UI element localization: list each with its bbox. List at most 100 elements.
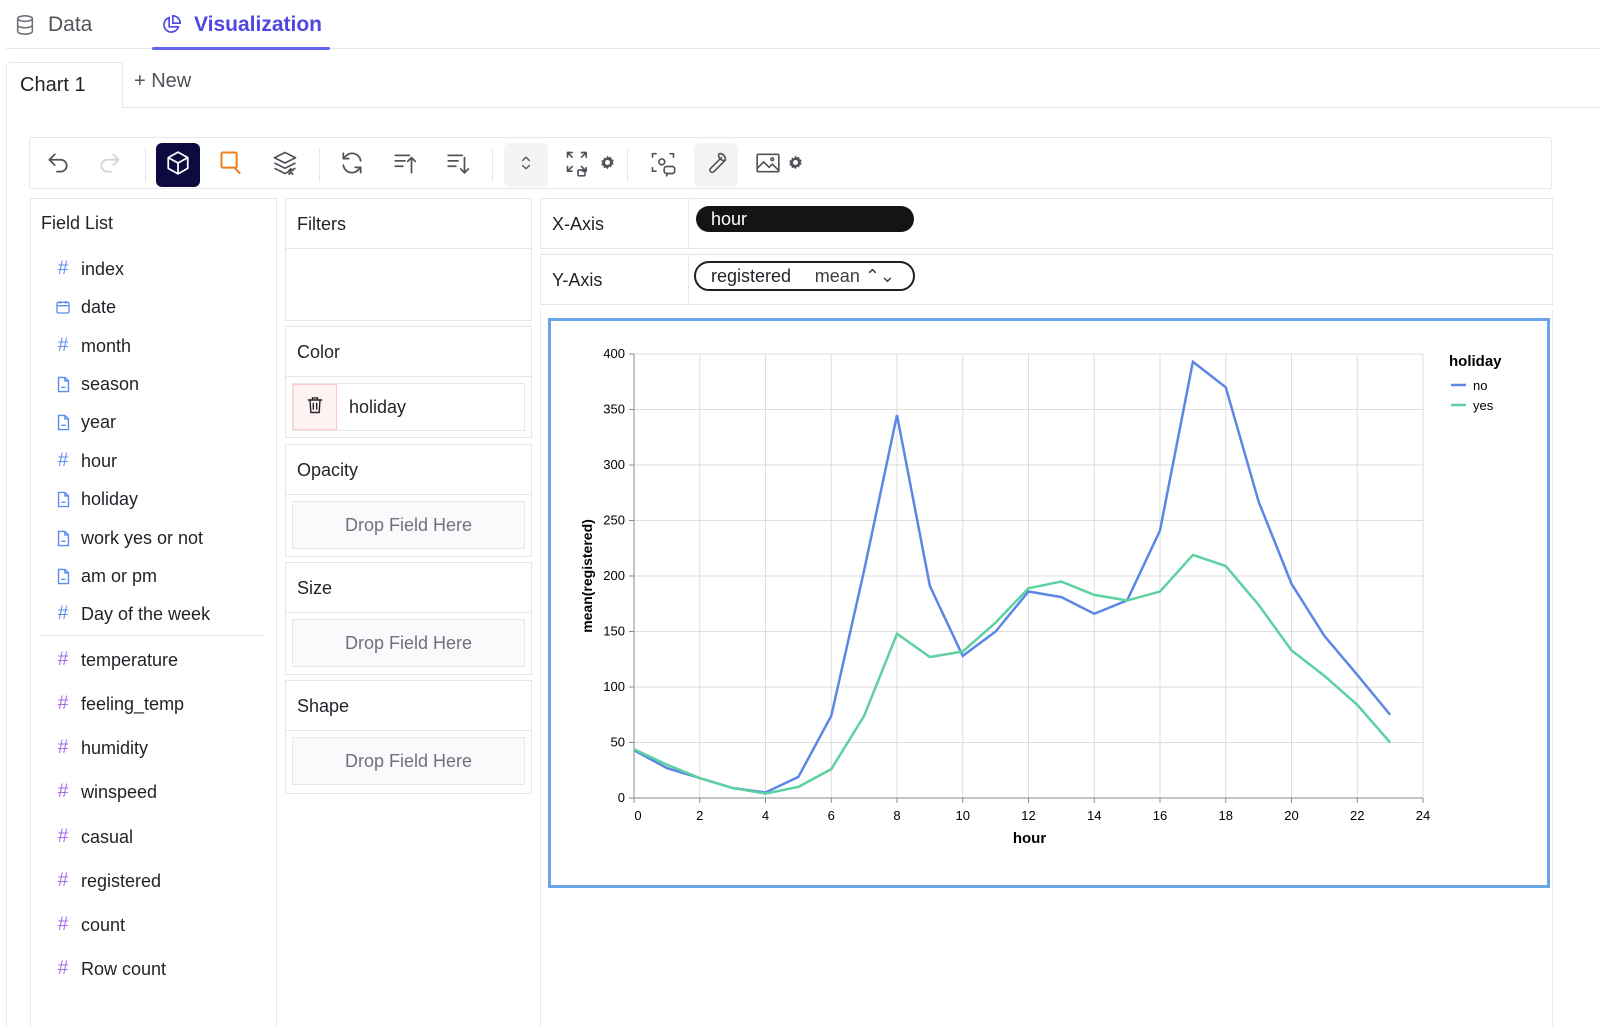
toolbar-divider: [627, 148, 628, 182]
y-tick-label: 400: [603, 346, 625, 361]
sort-descending-icon: [445, 150, 471, 181]
field-item-humidity[interactable]: # humidity: [53, 733, 148, 763]
opacity-section: Opacity Drop Field Here: [285, 444, 532, 557]
series-line-no[interactable]: [633, 359, 1392, 794]
field-item-feeling-temp[interactable]: # feeling_temp: [53, 689, 184, 719]
field-item-count[interactable]: # count: [53, 910, 125, 940]
field-item-temperature[interactable]: # temperature: [53, 645, 178, 675]
size-drop-zone[interactable]: Drop Field Here: [292, 619, 525, 667]
wrench-icon: [703, 150, 729, 181]
field-item-hour[interactable]: # hour: [53, 446, 117, 476]
y-tick-label: 50: [611, 735, 625, 750]
export-settings-button[interactable]: [783, 143, 807, 187]
filters-section: Filters: [285, 198, 532, 321]
calendar-icon: [53, 297, 73, 317]
number-icon: #: [57, 693, 69, 714]
explain-data-button[interactable]: [641, 143, 685, 187]
aggregate-select[interactable]: mean ⌃⌄: [814, 266, 895, 286]
x-tick-label: 12: [1021, 808, 1035, 823]
color-label: Color: [286, 327, 531, 377]
field-item-row-count[interactable]: # Row count: [53, 954, 166, 984]
tab-data-label: Data: [48, 12, 93, 36]
y-tick-label: 100: [603, 679, 625, 694]
scale-toggle-button[interactable]: [504, 143, 548, 187]
field-item-index[interactable]: # index: [53, 254, 124, 284]
legend-label[interactable]: yes: [1473, 398, 1494, 413]
series-line-yes[interactable]: [633, 553, 1392, 795]
x-tick-label: 6: [828, 808, 835, 823]
field-item-year[interactable]: year: [53, 407, 116, 437]
y-axis-field-name: registered: [711, 266, 792, 286]
x-tick-label: 4: [762, 808, 769, 823]
sort-descending-button[interactable]: [436, 143, 480, 187]
field-item-registered[interactable]: # registered: [53, 866, 161, 896]
tab-data[interactable]: Data: [14, 0, 92, 49]
field-item-day-of-the-week[interactable]: # Day of the week: [53, 599, 210, 629]
stack-button[interactable]: [263, 143, 307, 187]
field-item-winspeed[interactable]: # winspeed: [53, 777, 157, 807]
expand-icon: [564, 149, 592, 182]
pie-chart-icon: [160, 14, 182, 36]
field-item-month[interactable]: # month: [53, 331, 131, 361]
text-file-icon: [53, 489, 73, 509]
y-axis-field-pill[interactable]: registered mean ⌃⌄: [694, 261, 915, 291]
y-tick-label: 350: [603, 402, 625, 417]
number-icon: #: [57, 603, 69, 624]
number-icon: #: [57, 870, 69, 891]
field-item-season[interactable]: season: [53, 369, 139, 399]
remove-color-button[interactable]: [293, 384, 337, 430]
top-tab-bar: Data Visualization: [6, 0, 1600, 50]
tab-chart-1[interactable]: Chart 1: [6, 62, 123, 109]
config-button[interactable]: [694, 143, 738, 187]
size-settings-button[interactable]: [595, 143, 619, 187]
legend-label[interactable]: no: [1473, 378, 1487, 393]
field-item-holiday[interactable]: holiday: [53, 484, 138, 514]
x-tick-label: 18: [1219, 808, 1233, 823]
refresh-icon: [339, 150, 365, 181]
size-mode-button[interactable]: [560, 143, 596, 187]
x-axis-field-pill[interactable]: hour: [696, 206, 914, 232]
field-item-casual[interactable]: # casual: [53, 822, 133, 852]
chart-tab-bar: Chart 1 + New: [6, 60, 1600, 109]
y-tick-label: 0: [618, 790, 625, 805]
field-list-divider: [41, 635, 264, 636]
undo-button[interactable]: [36, 143, 80, 187]
main-workspace: [6, 108, 1600, 1026]
number-icon: #: [57, 450, 69, 471]
field-list-title: Field List: [41, 213, 114, 233]
field-item-date[interactable]: date: [53, 292, 116, 322]
x-axis-row: X-Axis hour: [540, 198, 1553, 249]
redo-button[interactable]: [88, 143, 132, 187]
x-tick-label: 20: [1284, 808, 1298, 823]
gear-icon: [600, 155, 615, 175]
line-chart: 0 2 4 6 8 10 12 14 16 18 20 22 240501001502002503003…: [579, 346, 1502, 847]
chart-container[interactable]: 0 2 4 6 8 10 12 14 16 18 20 22 24 0 50 100 150 200 250 300 3…: [548, 318, 1550, 888]
color-field-name: holiday: [349, 396, 407, 417]
image-icon: [755, 150, 781, 181]
shape-drop-zone[interactable]: Drop Field Here: [292, 737, 525, 785]
filters-drop-area[interactable]: [286, 249, 531, 320]
number-icon: #: [57, 914, 69, 935]
filters-label: Filters: [286, 199, 531, 249]
field-item-work-yes-or-not[interactable]: work yes or not: [53, 523, 203, 553]
chart-column: [540, 310, 1553, 1026]
opacity-drop-zone[interactable]: Drop Field Here: [292, 501, 525, 549]
size-label: Size: [286, 563, 531, 613]
toolbar-divider: [319, 148, 320, 182]
mark-type-button[interactable]: [156, 143, 200, 187]
field-item-am-or-pm[interactable]: am or pm: [53, 561, 157, 591]
sort-ascending-button[interactable]: [383, 143, 427, 187]
number-icon: #: [57, 335, 69, 356]
text-file-icon: [53, 374, 73, 394]
tab-visualization[interactable]: Visualization: [152, 0, 330, 50]
color-field-pill[interactable]: holiday: [292, 383, 525, 431]
y-tick-label: 300: [603, 457, 625, 472]
chevron-up-down-icon: [516, 153, 536, 178]
x-tick-label: 14: [1087, 808, 1101, 823]
toolbar-divider: [492, 148, 493, 182]
search-button[interactable]: [210, 143, 254, 187]
transpose-button[interactable]: [330, 143, 374, 187]
new-chart-button[interactable]: + New: [134, 70, 192, 92]
x-tick-label: 0: [634, 808, 641, 823]
export-image-button[interactable]: [748, 143, 788, 187]
